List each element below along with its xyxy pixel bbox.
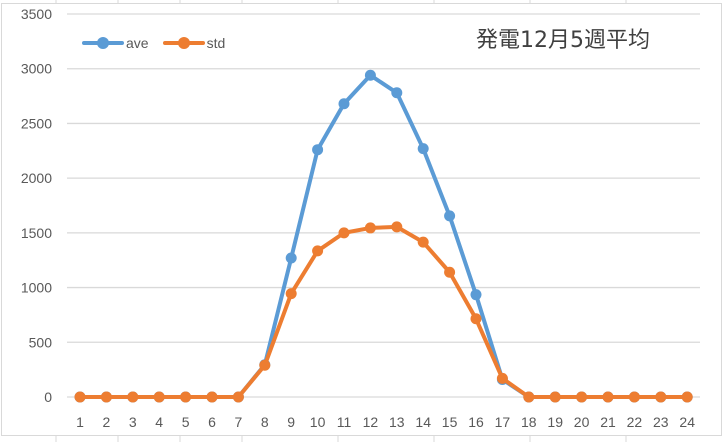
series-std xyxy=(74,221,693,403)
y-tick-label: 2000 xyxy=(21,170,52,186)
data-point-marker[interactable] xyxy=(206,391,218,403)
data-point-marker[interactable] xyxy=(285,288,297,300)
x-tick-label: 21 xyxy=(600,414,616,430)
data-point-marker[interactable] xyxy=(417,143,429,155)
data-point-marker[interactable] xyxy=(232,391,244,403)
x-tick-label: 9 xyxy=(287,414,295,430)
x-tick-label: 19 xyxy=(547,414,563,430)
data-point-marker[interactable] xyxy=(523,391,535,403)
x-tick-label: 1 xyxy=(76,414,84,430)
x-tick-label: 3 xyxy=(129,414,137,430)
data-point-marker[interactable] xyxy=(391,87,403,99)
x-tick-label: 18 xyxy=(521,414,537,430)
x-tick-label: 10 xyxy=(310,414,326,430)
data-point-marker[interactable] xyxy=(655,391,667,403)
legend-marker-line-icon xyxy=(162,35,205,51)
data-point-marker[interactable] xyxy=(338,98,350,110)
x-tick-label: 2 xyxy=(103,414,111,430)
x-tick-label: 13 xyxy=(389,414,405,430)
x-tick-label: 8 xyxy=(261,414,269,430)
data-point-marker[interactable] xyxy=(127,391,139,403)
legend-item-std: std xyxy=(162,35,226,51)
data-point-marker[interactable] xyxy=(549,391,561,403)
data-point-marker[interactable] xyxy=(444,210,456,222)
y-tick-label: 2500 xyxy=(21,115,52,131)
data-point-marker[interactable] xyxy=(312,245,324,257)
series-ave xyxy=(74,69,693,403)
data-point-marker[interactable] xyxy=(338,227,350,239)
y-axis-tick-labels: 0 500 1000 1500 2000 2500 3000 3500 xyxy=(21,6,52,405)
x-tick-label: 14 xyxy=(415,414,431,430)
x-axis-tick-labels: 1 2 3 4 5 6 7 8 9 10 11 12 13 14 15 16 17 18 19 20 21 22 23 24 xyxy=(76,414,695,430)
x-tick-label: 23 xyxy=(653,414,669,430)
x-tick-label: 4 xyxy=(155,414,163,430)
data-point-marker[interactable] xyxy=(364,69,376,81)
data-point-marker[interactable] xyxy=(364,222,376,234)
y-gridlines xyxy=(67,13,700,398)
y-tick-label: 500 xyxy=(29,334,53,350)
data-point-marker[interactable] xyxy=(180,391,192,403)
y-tick-label: 3500 xyxy=(21,6,52,22)
data-point-marker[interactable] xyxy=(74,391,86,403)
y-tick-label: 0 xyxy=(44,389,52,405)
x-tick-label: 22 xyxy=(627,414,643,430)
legend-label: ave xyxy=(126,35,149,51)
y-tick-label: 1500 xyxy=(21,225,52,241)
data-point-marker[interactable] xyxy=(391,221,403,233)
data-point-marker[interactable] xyxy=(681,391,693,403)
data-point-marker[interactable] xyxy=(285,252,297,264)
data-point-marker[interactable] xyxy=(153,391,165,403)
x-tick-label: 6 xyxy=(208,414,216,430)
data-point-marker[interactable] xyxy=(628,391,640,403)
chart-area[interactable] xyxy=(1,3,722,436)
x-tick-label: 5 xyxy=(182,414,190,430)
x-tick-label: 12 xyxy=(363,414,379,430)
legend-marker-line-icon xyxy=(82,35,124,51)
x-tick-label: 11 xyxy=(337,414,352,430)
legend-label: std xyxy=(206,35,226,51)
data-point-marker[interactable] xyxy=(496,372,508,384)
data-point-marker[interactable] xyxy=(576,391,588,403)
y-tick-label: 3000 xyxy=(21,61,52,77)
x-tick-label: 24 xyxy=(679,414,695,430)
data-point-marker[interactable] xyxy=(417,236,429,248)
x-tick-label: 16 xyxy=(468,414,484,430)
x-tick-label: 20 xyxy=(574,414,590,430)
data-point-marker[interactable] xyxy=(470,289,482,301)
x-tick-label: 7 xyxy=(235,414,243,430)
chart-title: 発電12月5週平均 xyxy=(476,28,650,53)
data-point-marker[interactable] xyxy=(100,391,112,403)
data-point-marker[interactable] xyxy=(602,391,614,403)
legend-item-ave: ave xyxy=(82,35,149,51)
data-series xyxy=(74,69,693,403)
data-point-marker[interactable] xyxy=(259,359,271,371)
data-point-marker[interactable] xyxy=(470,313,482,325)
data-point-marker[interactable] xyxy=(444,266,456,278)
chart-legend: ave std xyxy=(82,35,239,51)
x-tick-label: 15 xyxy=(442,414,458,430)
y-tick-label: 1000 xyxy=(21,280,52,296)
data-point-marker[interactable] xyxy=(312,144,324,156)
x-tick-label: 17 xyxy=(495,414,511,430)
